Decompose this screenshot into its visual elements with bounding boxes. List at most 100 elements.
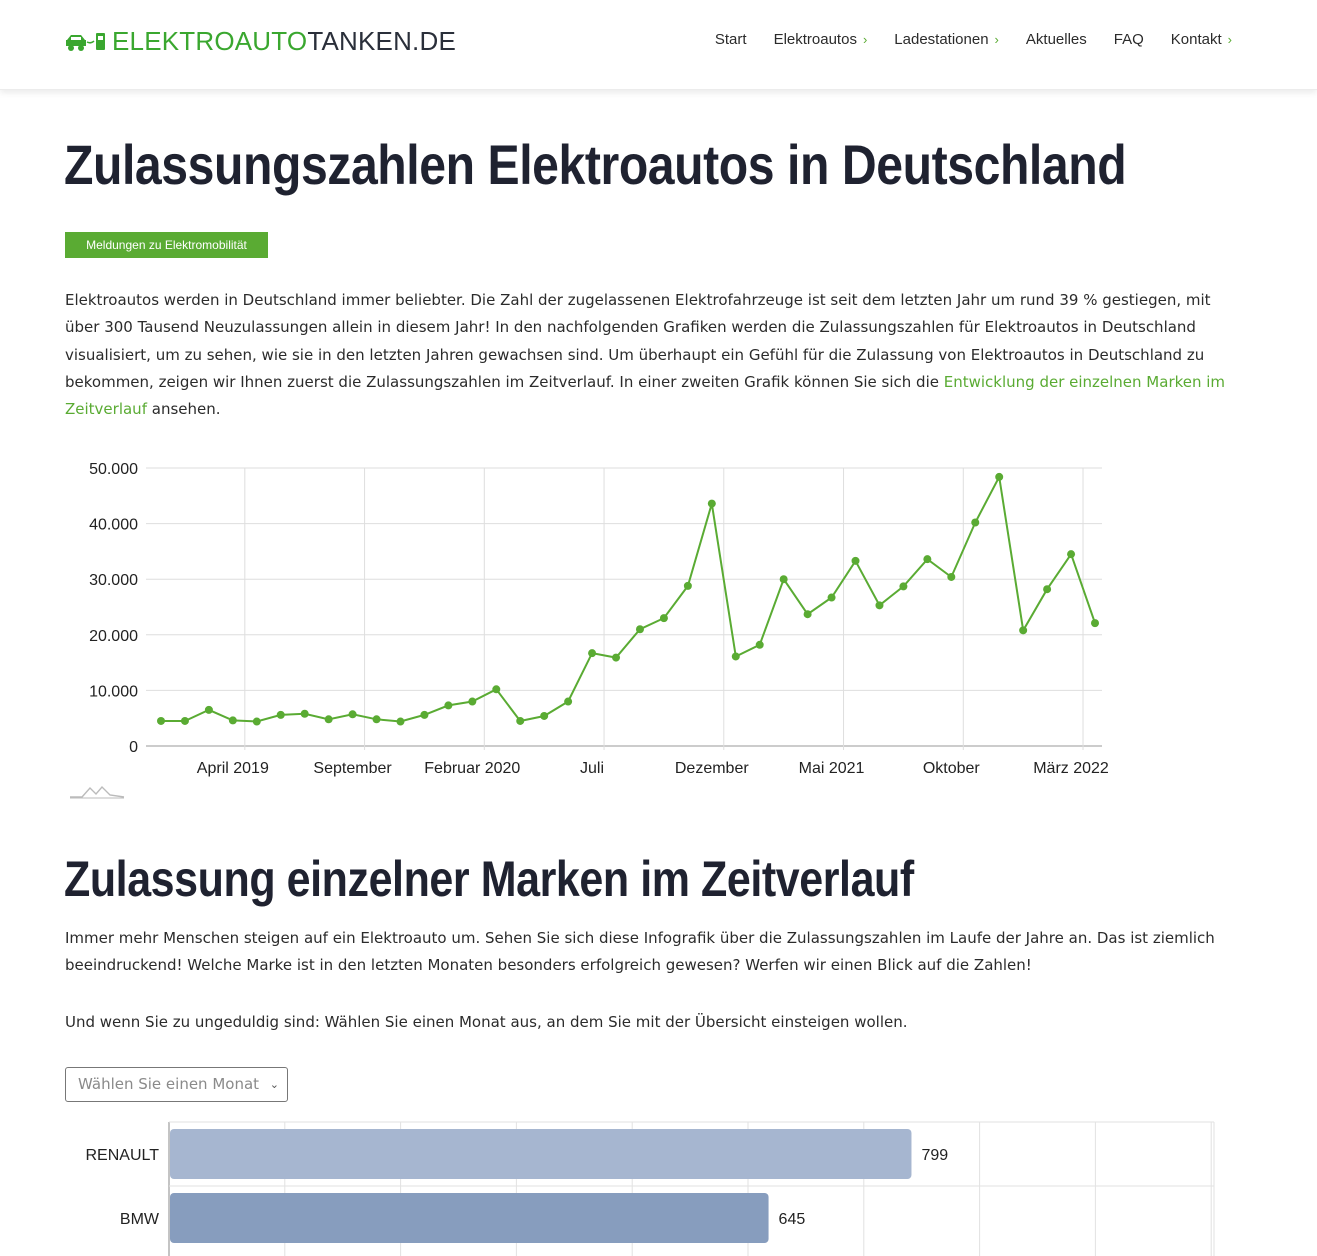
data-point	[588, 649, 597, 658]
data-point	[444, 701, 453, 710]
data-point	[300, 709, 309, 718]
nav-item-3[interactable]: Aktuelles	[1026, 31, 1087, 48]
nav-item-1[interactable]: Elektroautos ›	[774, 31, 868, 48]
x-tick-label: Juli	[580, 760, 604, 777]
chevron-down-icon: ⌄	[269, 1078, 279, 1091]
brands-bar-chart: RENAULT 799 BMW 645	[86, 1121, 1215, 1256]
data-point	[228, 716, 237, 725]
nav-item-2[interactable]: Ladestationen ›	[894, 31, 999, 48]
month-select[interactable]: Wählen Sie einen Monat ⌄	[65, 1067, 288, 1102]
data-point	[252, 717, 261, 726]
intro-after-text: ansehen.	[146, 400, 221, 419]
nav-item-label: FAQ	[1113, 31, 1144, 48]
data-point	[899, 582, 908, 591]
data-point	[875, 601, 884, 610]
data-point	[947, 572, 956, 581]
chevron-right-icon: ›	[1227, 32, 1232, 47]
site-logo[interactable]: ELEKTROAUTOTANKEN.DE	[64, 26, 456, 56]
data-point	[204, 705, 213, 714]
data-point	[707, 499, 716, 508]
data-point	[683, 581, 692, 590]
brands-paragraph: Immer mehr Menschen steigen auf ein Elek…	[65, 929, 1215, 975]
data-point	[1019, 626, 1028, 635]
data-point	[468, 697, 477, 706]
line-chart-y-ticks: 0 10.000 20.000 30.000 40.000 50.000	[89, 461, 138, 756]
data-point	[1067, 550, 1076, 559]
x-tick-label: Februar 2020	[424, 760, 520, 777]
data-point	[516, 716, 525, 725]
data-point	[372, 715, 381, 724]
data-point	[276, 710, 285, 719]
bar-category-label: RENAULT	[86, 1147, 160, 1164]
data-point	[540, 711, 549, 720]
bar	[170, 1193, 769, 1243]
y-tick-label: 30.000	[89, 572, 138, 589]
intro-text: Elektroautos werden in Deutschland immer…	[65, 291, 1211, 391]
registrations-line-chart: 0 10.000 20.000 30.000 40.000 50.000 April 20…	[70, 461, 1109, 799]
data-point	[348, 710, 357, 719]
bar-value-label: 645	[779, 1211, 806, 1228]
category-tag[interactable]: Meldungen zu Elektromobilität	[65, 232, 268, 258]
bar-value-label: 799	[921, 1147, 948, 1164]
data-point	[779, 575, 788, 584]
y-tick-label: 10.000	[89, 683, 138, 700]
bar	[170, 1129, 912, 1179]
y-tick-label: 50.000	[89, 461, 138, 478]
data-point	[1091, 619, 1099, 628]
car-charging-icon	[66, 33, 105, 51]
nav-item-5[interactable]: Kontakt ›	[1171, 31, 1232, 48]
data-point	[731, 652, 740, 661]
data-point	[324, 715, 333, 724]
nav-item-label: Ladestationen	[894, 31, 989, 48]
bar-category-label: BMW	[120, 1211, 160, 1228]
site-header: ELEKTROAUTOTANKEN.DE Start Elektroautos › L…	[0, 0, 1317, 90]
nav-item-0[interactable]: Start	[715, 31, 747, 48]
line-chart-x-ticks: April 2019 September Februar 2020 Juli Dezem…	[197, 760, 1109, 777]
data-point	[157, 716, 165, 725]
page-title: Zulassungszahlen Elektroautos in Deutsch…	[64, 133, 1127, 196]
brands-link[interactable]: Entwicklung der einzelnen Marken im Zeit…	[65, 372, 1226, 419]
y-tick-label: 20.000	[89, 628, 138, 645]
x-tick-label: Oktober	[923, 760, 981, 777]
month-select-placeholder: Wählen Sie einen Monat	[78, 1075, 260, 1093]
line-chart-series	[161, 473, 1096, 723]
x-tick-label: September	[313, 760, 392, 777]
x-tick-label: Mai 2021	[799, 760, 865, 777]
data-point	[851, 556, 860, 565]
main-nav: Start Elektroautos › Ladestationen › Aktuelle…	[688, 31, 1232, 48]
data-point	[755, 640, 764, 649]
data-point	[396, 717, 405, 726]
y-tick-label: 0	[129, 739, 138, 756]
data-point	[1043, 585, 1052, 594]
nav-item-label: Start	[714, 31, 747, 48]
line-chart-grid	[146, 467, 1102, 750]
nav-item-label: Aktuelles	[1025, 31, 1087, 48]
bar-chart-bars: RENAULT 799 BMW 645	[86, 1129, 948, 1243]
data-point	[564, 697, 573, 706]
data-point	[612, 653, 621, 662]
y-tick-label: 40.000	[89, 517, 138, 534]
data-point	[420, 710, 429, 719]
data-point	[659, 614, 668, 623]
series-line	[161, 473, 1096, 723]
data-point	[492, 685, 501, 694]
chevron-right-icon: ›	[862, 32, 868, 47]
x-tick-label: April 2019	[197, 760, 269, 777]
nav-item-4[interactable]: FAQ	[1114, 31, 1144, 48]
logo-text-dark: TANKEN.DE	[307, 26, 457, 56]
data-point	[827, 593, 836, 602]
chevron-right-icon: ›	[994, 32, 999, 47]
month-hint-paragraph: Und wenn Sie zu ungeduldig sind: Wählen …	[65, 1013, 908, 1031]
chart-logo-icon	[70, 785, 125, 799]
data-point	[923, 555, 932, 564]
x-tick-label: Dezember	[675, 760, 749, 777]
data-point	[995, 472, 1004, 481]
data-point	[803, 610, 812, 619]
line-chart-points	[157, 472, 1099, 726]
data-point	[971, 518, 980, 527]
x-tick-label: März 2022	[1033, 760, 1109, 777]
nav-item-label: Kontakt	[1170, 31, 1222, 48]
logo-text-green: ELEKTROAUTO	[112, 26, 308, 56]
data-point	[635, 625, 644, 634]
data-point	[180, 716, 189, 725]
